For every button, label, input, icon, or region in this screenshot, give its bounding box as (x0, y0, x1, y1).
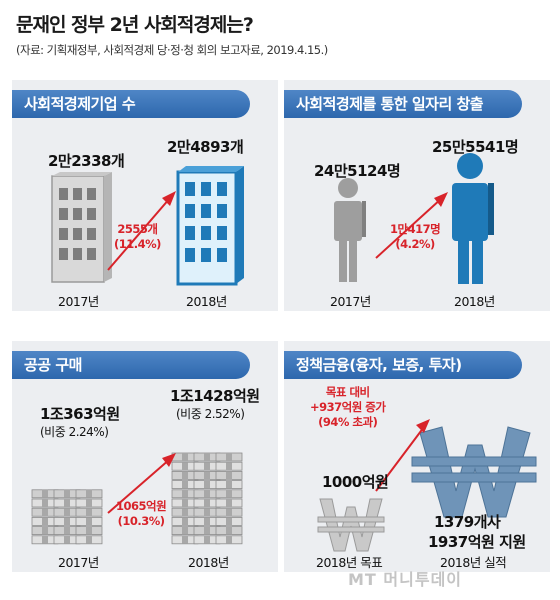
panel-jobs: 사회적경제를 통한 일자리 창출 24만5124명 25만5541명 1만417… (284, 80, 550, 311)
money-band (204, 489, 210, 498)
money-band (204, 508, 210, 517)
value-2018: 1조1428억원 (170, 387, 260, 405)
watermark-logo: MT 머니투데이 (348, 570, 463, 589)
value-target: 1000억원 (322, 473, 389, 491)
money-band (64, 526, 70, 535)
actual-label: 2018년 실적 (440, 555, 507, 570)
value-2017: 24만5124명 (314, 162, 401, 180)
jobs-person-chart (334, 153, 494, 284)
money-band (226, 489, 232, 498)
building-2018-icon (176, 166, 244, 286)
growth-arrow-icon (375, 419, 430, 492)
money-band (226, 453, 232, 461)
panel-policy-finance: 정책금융(융자, 보증, 투자) 목표 대비 +937억원 증가 (94% 초과) … (284, 341, 550, 572)
page-title: 문재인 정부 2년 사회적경제는? (16, 14, 254, 36)
money-band (204, 499, 210, 507)
money-band (182, 453, 188, 461)
money-band (42, 489, 48, 498)
money-band (86, 517, 92, 526)
money-band (182, 508, 188, 517)
money-band (42, 535, 48, 544)
money-band (182, 526, 188, 535)
money-band (226, 517, 232, 526)
change-label: 1065억원 (10.3%) (116, 499, 167, 528)
panel-title: 공공 구매 (12, 351, 250, 379)
cases-actual: 1379개사 (434, 513, 501, 531)
change-label: 2555개 (11.4%) (114, 222, 161, 251)
money-band (86, 489, 92, 498)
growth-arrow-icon (107, 191, 176, 271)
money-band (204, 535, 210, 544)
money-band (204, 462, 210, 471)
money-band (226, 526, 232, 535)
share-2018: (비중 2.52%) (176, 407, 245, 421)
money-band (42, 499, 48, 507)
money-stack-2018-icon (171, 452, 243, 545)
money-band (86, 508, 92, 517)
money-band (226, 462, 232, 471)
value-2018: 25만5541명 (432, 138, 519, 156)
money-band (182, 471, 188, 480)
panel-title: 사회적경제기업 수 (12, 90, 250, 118)
year-2017-label: 2017년 (58, 294, 99, 309)
money-band (64, 499, 70, 507)
money-band (204, 526, 210, 535)
value-2017: 2만2338개 (48, 152, 125, 170)
money-band (204, 480, 210, 489)
target-note: 목표 대비 +937억원 증가 (94% 초과) (310, 385, 386, 429)
growth-arrow-icon (375, 192, 448, 259)
share-2017: (비중 2.24%) (40, 425, 109, 439)
money-stacks-chart (31, 452, 243, 545)
money-band (86, 535, 92, 544)
building-2017-icon (51, 172, 112, 283)
won-large-icon (411, 426, 537, 518)
person-2017-icon (334, 178, 366, 282)
money-stack-2017-icon (31, 489, 103, 545)
year-2018-label: 2018년 (188, 555, 229, 570)
money-band (182, 489, 188, 498)
money-band (226, 508, 232, 517)
money-band (226, 499, 232, 507)
money-band (182, 535, 188, 544)
money-band (182, 517, 188, 526)
year-2018-label: 2018년 (454, 294, 495, 309)
year-2017-label: 2017년 (58, 555, 99, 570)
money-band (42, 517, 48, 526)
money-band (204, 453, 210, 461)
year-2017-label: 2017년 (330, 294, 371, 309)
money-band (226, 471, 232, 480)
panel-public-procurement: 공공 구매 1조363억원 (비중 2.24%) 1조1428억원 (비중 2.… (12, 341, 278, 572)
value-2018: 2만4893개 (167, 138, 244, 156)
target-label: 2018년 목표 (316, 555, 383, 570)
won-small-icon (317, 498, 385, 552)
money-band (226, 535, 232, 544)
money-band (64, 489, 70, 498)
money-band (64, 517, 70, 526)
won-symbols-chart (317, 419, 537, 552)
panel-title: 정책금융(융자, 보증, 투자) (284, 351, 522, 379)
growth-arrow-icon (107, 453, 176, 514)
money-band (182, 462, 188, 471)
money-band (182, 499, 188, 507)
panel-social-enterprises: 사회적경제기업 수 (12, 80, 278, 311)
money-band (42, 508, 48, 517)
source-note: (자료: 기획재정부, 사회적경제 당·정·청 회의 보고자료, 2019.4.… (16, 43, 328, 57)
money-band (226, 480, 232, 489)
value-2017: 1조363억원 (40, 405, 120, 423)
money-band (64, 535, 70, 544)
money-band (86, 499, 92, 507)
money-band (64, 508, 70, 517)
money-band (204, 517, 210, 526)
person-2018-icon (452, 153, 494, 284)
money-band (86, 526, 92, 535)
panel-title: 사회적경제를 통한 일자리 창출 (284, 90, 522, 118)
enterprise-buildings-chart (51, 166, 244, 286)
money-band (204, 471, 210, 480)
year-2018-label: 2018년 (186, 294, 227, 309)
money-band (182, 480, 188, 489)
money-band (42, 526, 48, 535)
change-label: 1만417명 (4.2%) (390, 222, 441, 251)
value-actual: 1937억원 지원 (428, 533, 526, 551)
